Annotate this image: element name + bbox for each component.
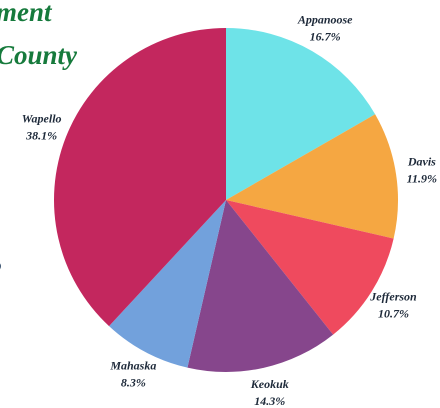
slice-value-label: 8.3% [121,376,146,390]
title-line: ment [0,0,53,27]
pie-slice [226,114,399,239]
slice-label: Davis [407,155,436,169]
slice-value-label: 38.1% [25,128,57,142]
pie-slice [187,200,334,373]
slice-value-label: 10.7% [378,306,409,320]
pie-slice [226,200,394,335]
slice-label: Keokuk [250,377,289,391]
pie-slice [53,28,226,327]
subtitle-line: 1 [0,219,2,249]
subtitle-line: 2 [0,256,2,286]
slice-value-label: 11.9% [407,172,437,186]
slice-label: Appanoose [297,12,353,26]
pie-slice [109,200,226,368]
slice-label: Mahaska [109,359,156,373]
slice-value-label: 16.7% [310,29,341,43]
slice-value-label: 14.3% [254,394,285,408]
slice-label: Jefferson [369,289,417,303]
title-line: County [0,40,78,70]
slice-label: Wapello [22,111,62,125]
pie-slice [226,28,376,200]
